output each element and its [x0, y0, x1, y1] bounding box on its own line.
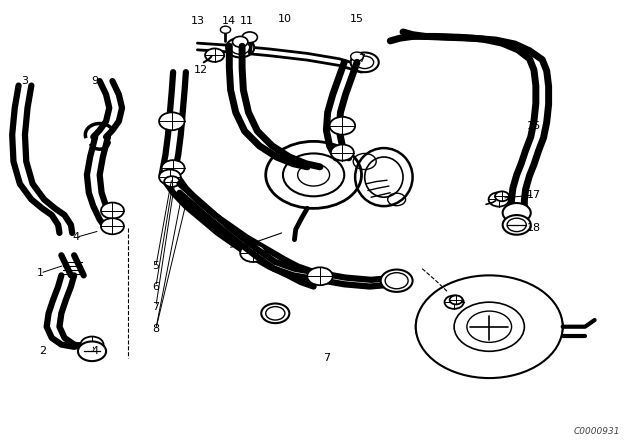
Circle shape — [164, 176, 179, 187]
Circle shape — [240, 244, 266, 262]
Text: 3: 3 — [22, 76, 28, 86]
Text: 11: 11 — [239, 16, 253, 26]
Text: 7: 7 — [323, 353, 330, 363]
Circle shape — [101, 202, 124, 219]
Text: C0000931: C0000931 — [573, 427, 620, 436]
Text: 2: 2 — [38, 346, 46, 356]
Circle shape — [502, 203, 531, 223]
Text: 17: 17 — [527, 190, 541, 200]
Text: 13: 13 — [190, 16, 204, 26]
Circle shape — [502, 215, 531, 235]
Text: 14: 14 — [222, 16, 236, 26]
Circle shape — [226, 38, 254, 57]
Circle shape — [242, 32, 257, 43]
Circle shape — [495, 191, 509, 201]
Circle shape — [488, 192, 509, 207]
Text: 7: 7 — [358, 54, 365, 64]
Circle shape — [454, 302, 524, 351]
Circle shape — [450, 296, 463, 304]
Text: 1: 1 — [36, 268, 44, 278]
Circle shape — [220, 26, 230, 33]
Circle shape — [232, 36, 248, 47]
Circle shape — [101, 218, 124, 234]
Circle shape — [205, 48, 224, 62]
Text: 10: 10 — [278, 13, 292, 24]
Circle shape — [261, 303, 289, 323]
Circle shape — [330, 117, 355, 135]
Text: 9: 9 — [92, 76, 99, 86]
Circle shape — [381, 270, 413, 292]
Text: 7: 7 — [152, 302, 159, 312]
Circle shape — [416, 276, 563, 378]
Circle shape — [159, 112, 184, 130]
Text: 5: 5 — [152, 262, 159, 271]
Text: 4: 4 — [72, 233, 79, 242]
Text: 6: 6 — [152, 281, 159, 292]
Text: 16: 16 — [527, 121, 541, 131]
Circle shape — [331, 145, 354, 160]
Text: 8: 8 — [152, 324, 159, 334]
Text: 18: 18 — [527, 224, 541, 233]
Circle shape — [159, 169, 180, 185]
Circle shape — [162, 160, 184, 176]
Text: 12: 12 — [193, 65, 207, 75]
Text: 15: 15 — [350, 13, 364, 24]
Text: 4: 4 — [92, 346, 99, 356]
Circle shape — [351, 52, 364, 61]
Text: 7: 7 — [168, 76, 175, 86]
Circle shape — [307, 267, 333, 285]
Circle shape — [351, 52, 379, 72]
Circle shape — [78, 341, 106, 361]
Circle shape — [445, 296, 464, 309]
Circle shape — [81, 336, 104, 353]
